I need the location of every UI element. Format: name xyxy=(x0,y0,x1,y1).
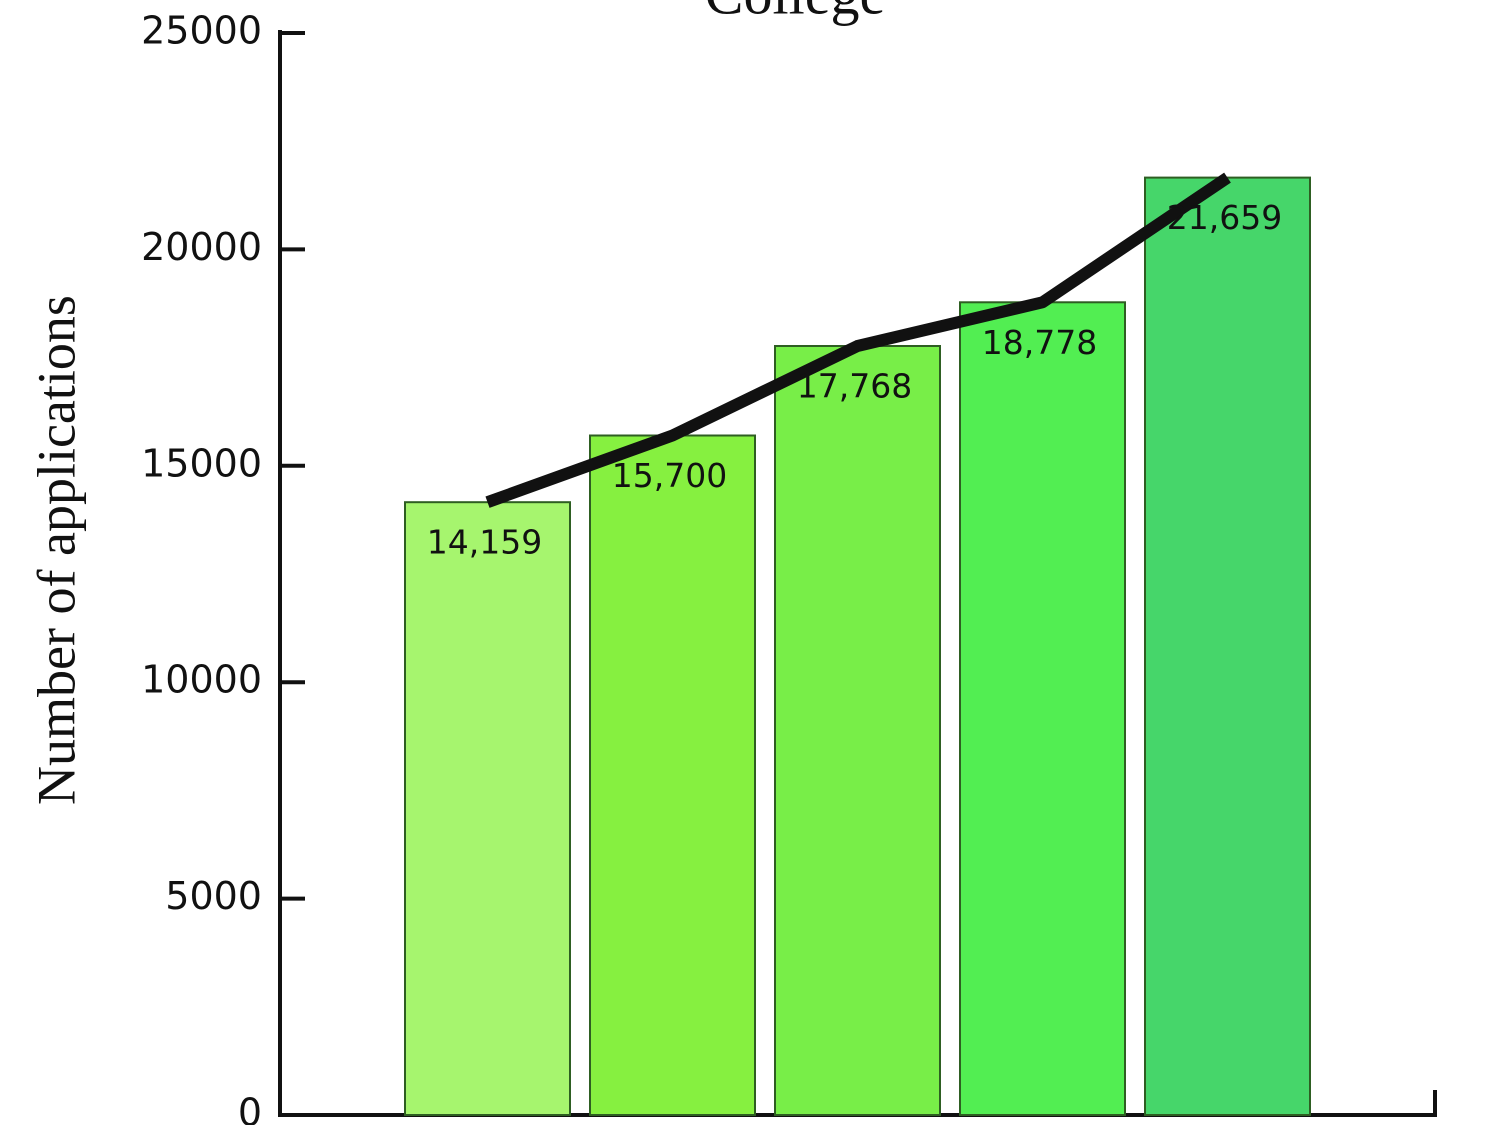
y-tick-label: 25000 xyxy=(141,9,262,53)
trend-line xyxy=(485,172,1231,508)
chart-title: College xyxy=(705,0,885,26)
y-axis-label: Number of applications xyxy=(26,295,86,805)
y-tick-label: 5000 xyxy=(165,874,262,918)
bar xyxy=(404,501,571,1116)
value-label: 17,768 xyxy=(797,367,912,406)
value-label: 14,159 xyxy=(427,523,542,562)
y-tick-label: 20000 xyxy=(141,225,262,269)
value-label: 21,659 xyxy=(1167,198,1282,237)
y-tick-label: 10000 xyxy=(141,658,262,702)
bar xyxy=(589,434,756,1116)
bar xyxy=(1144,176,1311,1117)
bar xyxy=(774,345,941,1116)
value-label: 15,700 xyxy=(612,456,727,495)
value-label: 18,778 xyxy=(982,323,1097,362)
bar xyxy=(959,301,1126,1116)
y-tick-label: 0 xyxy=(238,1091,262,1125)
y-tick-label: 15000 xyxy=(141,441,262,485)
